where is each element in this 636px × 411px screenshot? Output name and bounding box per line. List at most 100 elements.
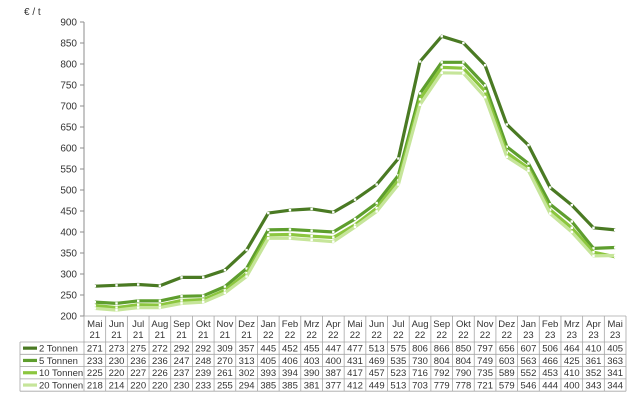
data-label: 431 [347, 356, 363, 367]
data-label: 309 [217, 344, 233, 355]
data-point [592, 226, 595, 229]
x-tick-label: Sep [433, 319, 450, 330]
data-point [158, 303, 162, 307]
data-label: 400 [325, 356, 341, 367]
data-label: 236 [130, 356, 146, 367]
x-tick-year: 21 [176, 330, 187, 341]
data-point [548, 212, 552, 215]
data-point [180, 295, 183, 298]
data-point [505, 145, 508, 148]
y-axis: 200 250 300 350 400 450 500 550 600 650 700 750 800 8… [60, 18, 85, 323]
x-tick-label: Jan [261, 319, 276, 330]
data-label: 790 [455, 368, 471, 379]
data-point [115, 284, 118, 287]
x-tick-year: 23 [567, 330, 578, 341]
series-line [94, 34, 616, 288]
x-tick-label: Sep [173, 319, 190, 330]
x-tick-label: Mrz [304, 319, 320, 330]
data-point [527, 169, 530, 172]
data-point [440, 61, 443, 64]
data-point [462, 41, 465, 45]
data-point [613, 246, 617, 249]
data-point [180, 302, 183, 305]
x-tick-label: Apr [586, 319, 601, 330]
data-label: 225 [87, 368, 103, 379]
data-point [375, 206, 378, 210]
data-label: 453 [542, 368, 558, 379]
data-label: 226 [152, 368, 168, 379]
y-tick-label: 200 [60, 312, 77, 323]
data-label: 405 [260, 356, 276, 367]
x-tick-year: 21 [198, 330, 209, 341]
x-tick-label: Apr [326, 319, 341, 330]
x-tick-year: 23 [545, 330, 556, 341]
data-label: 804 [455, 356, 471, 367]
data-label: 233 [87, 356, 103, 367]
data-label: 344 [607, 380, 623, 391]
x-tick-year: 23 [588, 330, 599, 341]
data-label: 447 [325, 344, 341, 355]
x-tick-year: 22 [263, 330, 274, 341]
data-label: 406 [282, 356, 298, 367]
data-label: 607 [521, 344, 537, 355]
data-label: 341 [607, 368, 623, 379]
legend-label: 10 Tonnen [39, 368, 83, 379]
x-tick-year: 22 [306, 330, 317, 341]
series-line [94, 71, 616, 312]
x-tick-label: Jun [109, 319, 124, 330]
data-point [288, 237, 292, 240]
data-point [245, 275, 248, 278]
data-point [397, 183, 400, 186]
x-tick-label: Jul [132, 319, 144, 330]
data-label: 749 [477, 356, 493, 367]
data-point [267, 228, 270, 232]
data-label: 387 [325, 368, 341, 379]
data-point [137, 306, 140, 309]
data-label: 535 [390, 356, 406, 367]
data-label: 220 [130, 380, 146, 391]
data-label: 218 [87, 380, 103, 391]
data-point [440, 71, 443, 75]
data-label: 302 [239, 368, 255, 379]
data-point [613, 228, 617, 232]
y-tick-label: 850 [60, 39, 77, 50]
data-label: 425 [564, 356, 580, 367]
data-point [483, 90, 487, 93]
x-tick-label: Jun [369, 319, 384, 330]
data-label: 214 [109, 380, 125, 391]
x-tick-year: 21 [220, 330, 231, 341]
data-label: 603 [499, 356, 515, 367]
data-label: 230 [109, 356, 125, 367]
y-tick-label: 550 [60, 165, 77, 176]
data-point [527, 162, 530, 165]
data-point [223, 285, 227, 288]
data-label: 239 [195, 368, 211, 379]
data-point [505, 155, 508, 159]
data-point [375, 183, 378, 186]
x-tick-year: 22 [371, 330, 382, 341]
data-point [332, 240, 335, 243]
x-tick-label: Feb [542, 319, 558, 330]
data-point [548, 203, 552, 206]
data-label: 352 [586, 368, 602, 379]
data-label: 363 [607, 356, 623, 367]
x-tick-year: 21 [90, 330, 101, 341]
y-tick-label: 250 [60, 291, 77, 302]
data-label: 523 [390, 368, 406, 379]
x-tick-year: 22 [480, 330, 491, 341]
data-label: 589 [499, 368, 515, 379]
data-label: 412 [347, 380, 363, 391]
data-point [115, 302, 118, 305]
data-point [418, 103, 422, 106]
data-label: 735 [477, 368, 493, 379]
data-label: 730 [412, 356, 428, 367]
data-point [245, 271, 248, 275]
data-point [353, 217, 357, 221]
data-point [115, 308, 118, 312]
data-point [592, 254, 595, 258]
x-tick-year: 21 [241, 330, 252, 341]
data-label: 220 [109, 368, 125, 379]
x-tick-label: Jan [521, 319, 536, 330]
x-tick-year: 22 [393, 330, 404, 341]
